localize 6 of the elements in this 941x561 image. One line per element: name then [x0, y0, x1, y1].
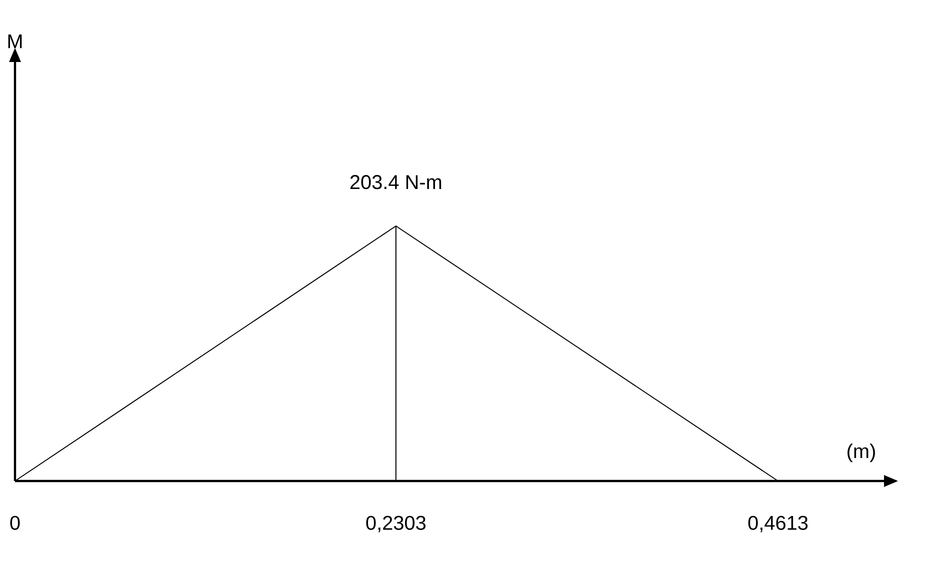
x-tick-label: 0 [10, 516, 20, 530]
x-tick-label: 0,2303 [366, 516, 426, 532]
data-label: 203.4 N-m [350, 175, 442, 190]
x-tick-label: 0,4613 [748, 516, 808, 532]
x-axis-title: (m) [848, 444, 875, 462]
y-axis-title: M [8, 34, 22, 48]
